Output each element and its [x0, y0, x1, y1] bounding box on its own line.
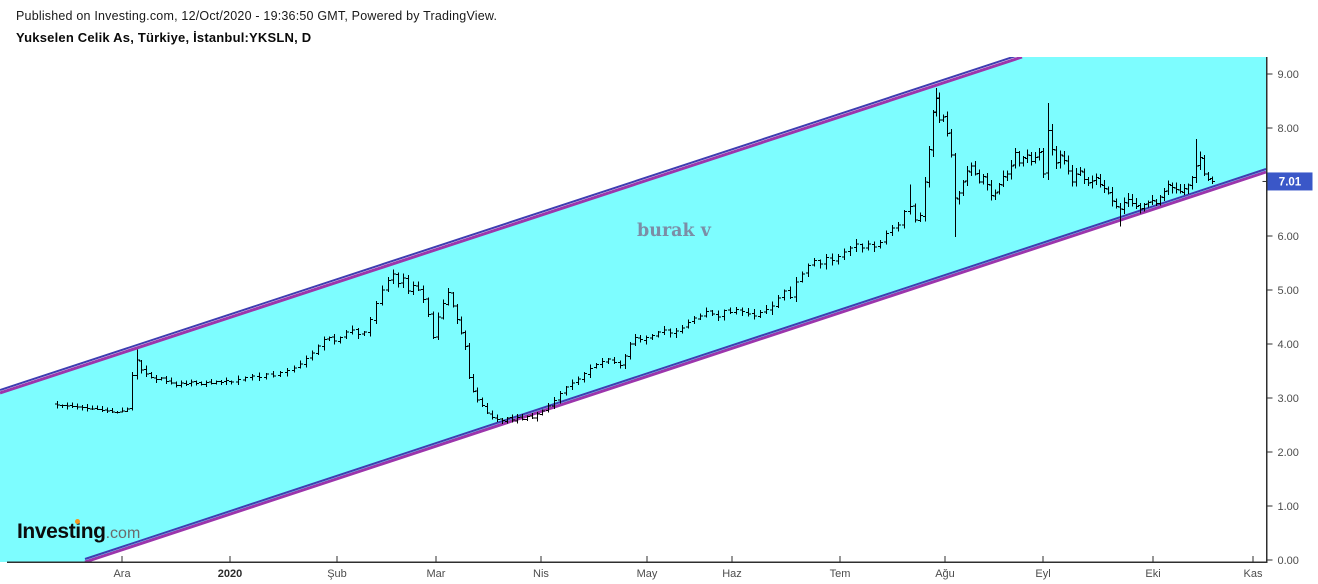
price-tick-label: 6.00: [1278, 231, 1299, 243]
price-tick-label: 3.00: [1278, 393, 1299, 405]
logo-text-invest: Invest: [17, 520, 76, 543]
published-line: Published on Investing.com, 12/Oct/2020 …: [16, 9, 498, 23]
price-tick-label: 1.00: [1278, 501, 1299, 513]
price-tick-label: 8.00: [1278, 123, 1299, 135]
logo-orange-dot-i: i: [75, 519, 81, 543]
channel-top-line[interactable]: [0, 57, 1023, 395]
price-tick-label: 2.00: [1278, 447, 1299, 459]
month-label: 2020: [218, 568, 242, 580]
month-label: Kas: [1244, 568, 1263, 580]
price-tick-label: 9.00: [1278, 69, 1299, 81]
month-label: Tem: [830, 568, 851, 580]
month-label: Eki: [1145, 568, 1160, 580]
logo-text-com: .com: [105, 525, 141, 542]
logo-text-ng: ng: [80, 520, 106, 543]
user-watermark: burak v: [637, 221, 711, 241]
investing-logo: Investing.com: [17, 519, 141, 544]
month-label: May: [637, 568, 658, 580]
last-price-badge: 7.01: [1262, 172, 1313, 191]
month-label: Eyl: [1035, 568, 1050, 580]
channel-bottom-line[interactable]: [84, 170, 1267, 562]
price-tick-label: 4.00: [1278, 339, 1299, 351]
price-tick-label: 5.00: [1278, 285, 1299, 297]
month-label: Şub: [327, 568, 347, 580]
price-axis[interactable]: 9.00 8.00 6.00 5.00 4.00 3.00 2.00 1.00 0.00: [1265, 57, 1299, 567]
price-tick-label: 0.00: [1278, 555, 1299, 567]
channel-top-line-blue[interactable]: [0, 54, 1022, 391]
ohlc-bars[interactable]: [54, 88, 1216, 424]
instrument-title: Yukselen Celik As, Türkiye, İstanbul:YKS…: [16, 30, 312, 45]
month-label: Ağu: [935, 568, 955, 580]
month-label: Ara: [113, 568, 131, 580]
trend-channel-band[interactable]: [0, 57, 1266, 562]
channel-bottom-line-blue[interactable]: [84, 168, 1267, 560]
month-label: Haz: [722, 568, 742, 580]
month-label: Nis: [533, 568, 549, 580]
time-axis[interactable]: Ara 2020 Şub Mar Nis May Haz Tem Ağu Eyl Eki Kas: [7, 556, 1268, 580]
month-label: Mar: [427, 568, 446, 580]
last-price-value: 7.01: [1279, 176, 1302, 188]
